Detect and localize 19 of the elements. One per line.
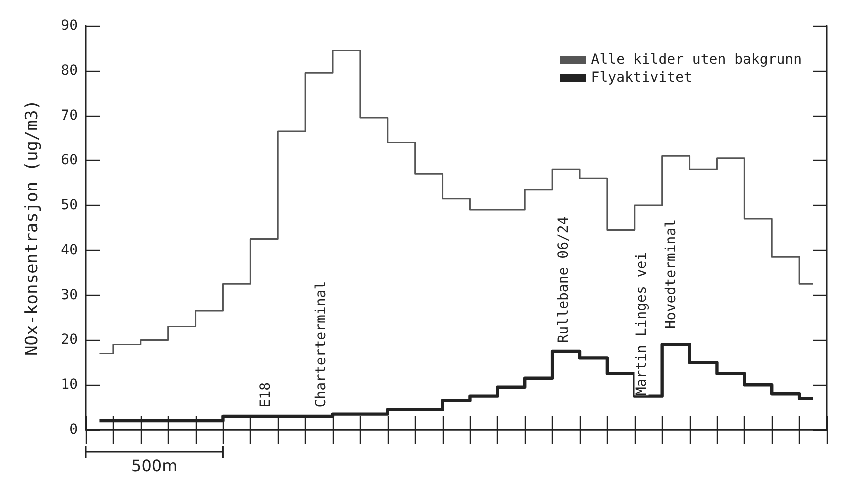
- y-axis-title: NOx-konsentrasjon (ug/m3): [22, 100, 42, 356]
- y-tick-label: 20: [61, 332, 78, 348]
- y-tick-label: 0: [70, 422, 78, 438]
- y-tick-label: 70: [61, 108, 78, 124]
- annotation: Martin Linges vei: [634, 252, 650, 396]
- y-tick-label: 10: [61, 377, 78, 394]
- y-tick-label: 80: [61, 62, 78, 79]
- text: 500m: [132, 456, 178, 476]
- legend-label: Flyaktivitet: [591, 70, 692, 86]
- y-tick-label: 60: [61, 152, 78, 169]
- y-tick-label: 90: [61, 18, 78, 34]
- legend-label: Alle kilder uten bakgrunn: [591, 52, 802, 68]
- annotation: Charterterminal: [314, 281, 330, 408]
- annotation: Rullebane 06/24: [556, 216, 572, 344]
- annotation: E18: [258, 382, 274, 408]
- y-tick-label: 40: [61, 242, 78, 258]
- y-tick-label: 30: [61, 287, 78, 304]
- y-tick-label: 50: [61, 198, 78, 214]
- annotation: Hovedterminal: [663, 219, 680, 329]
